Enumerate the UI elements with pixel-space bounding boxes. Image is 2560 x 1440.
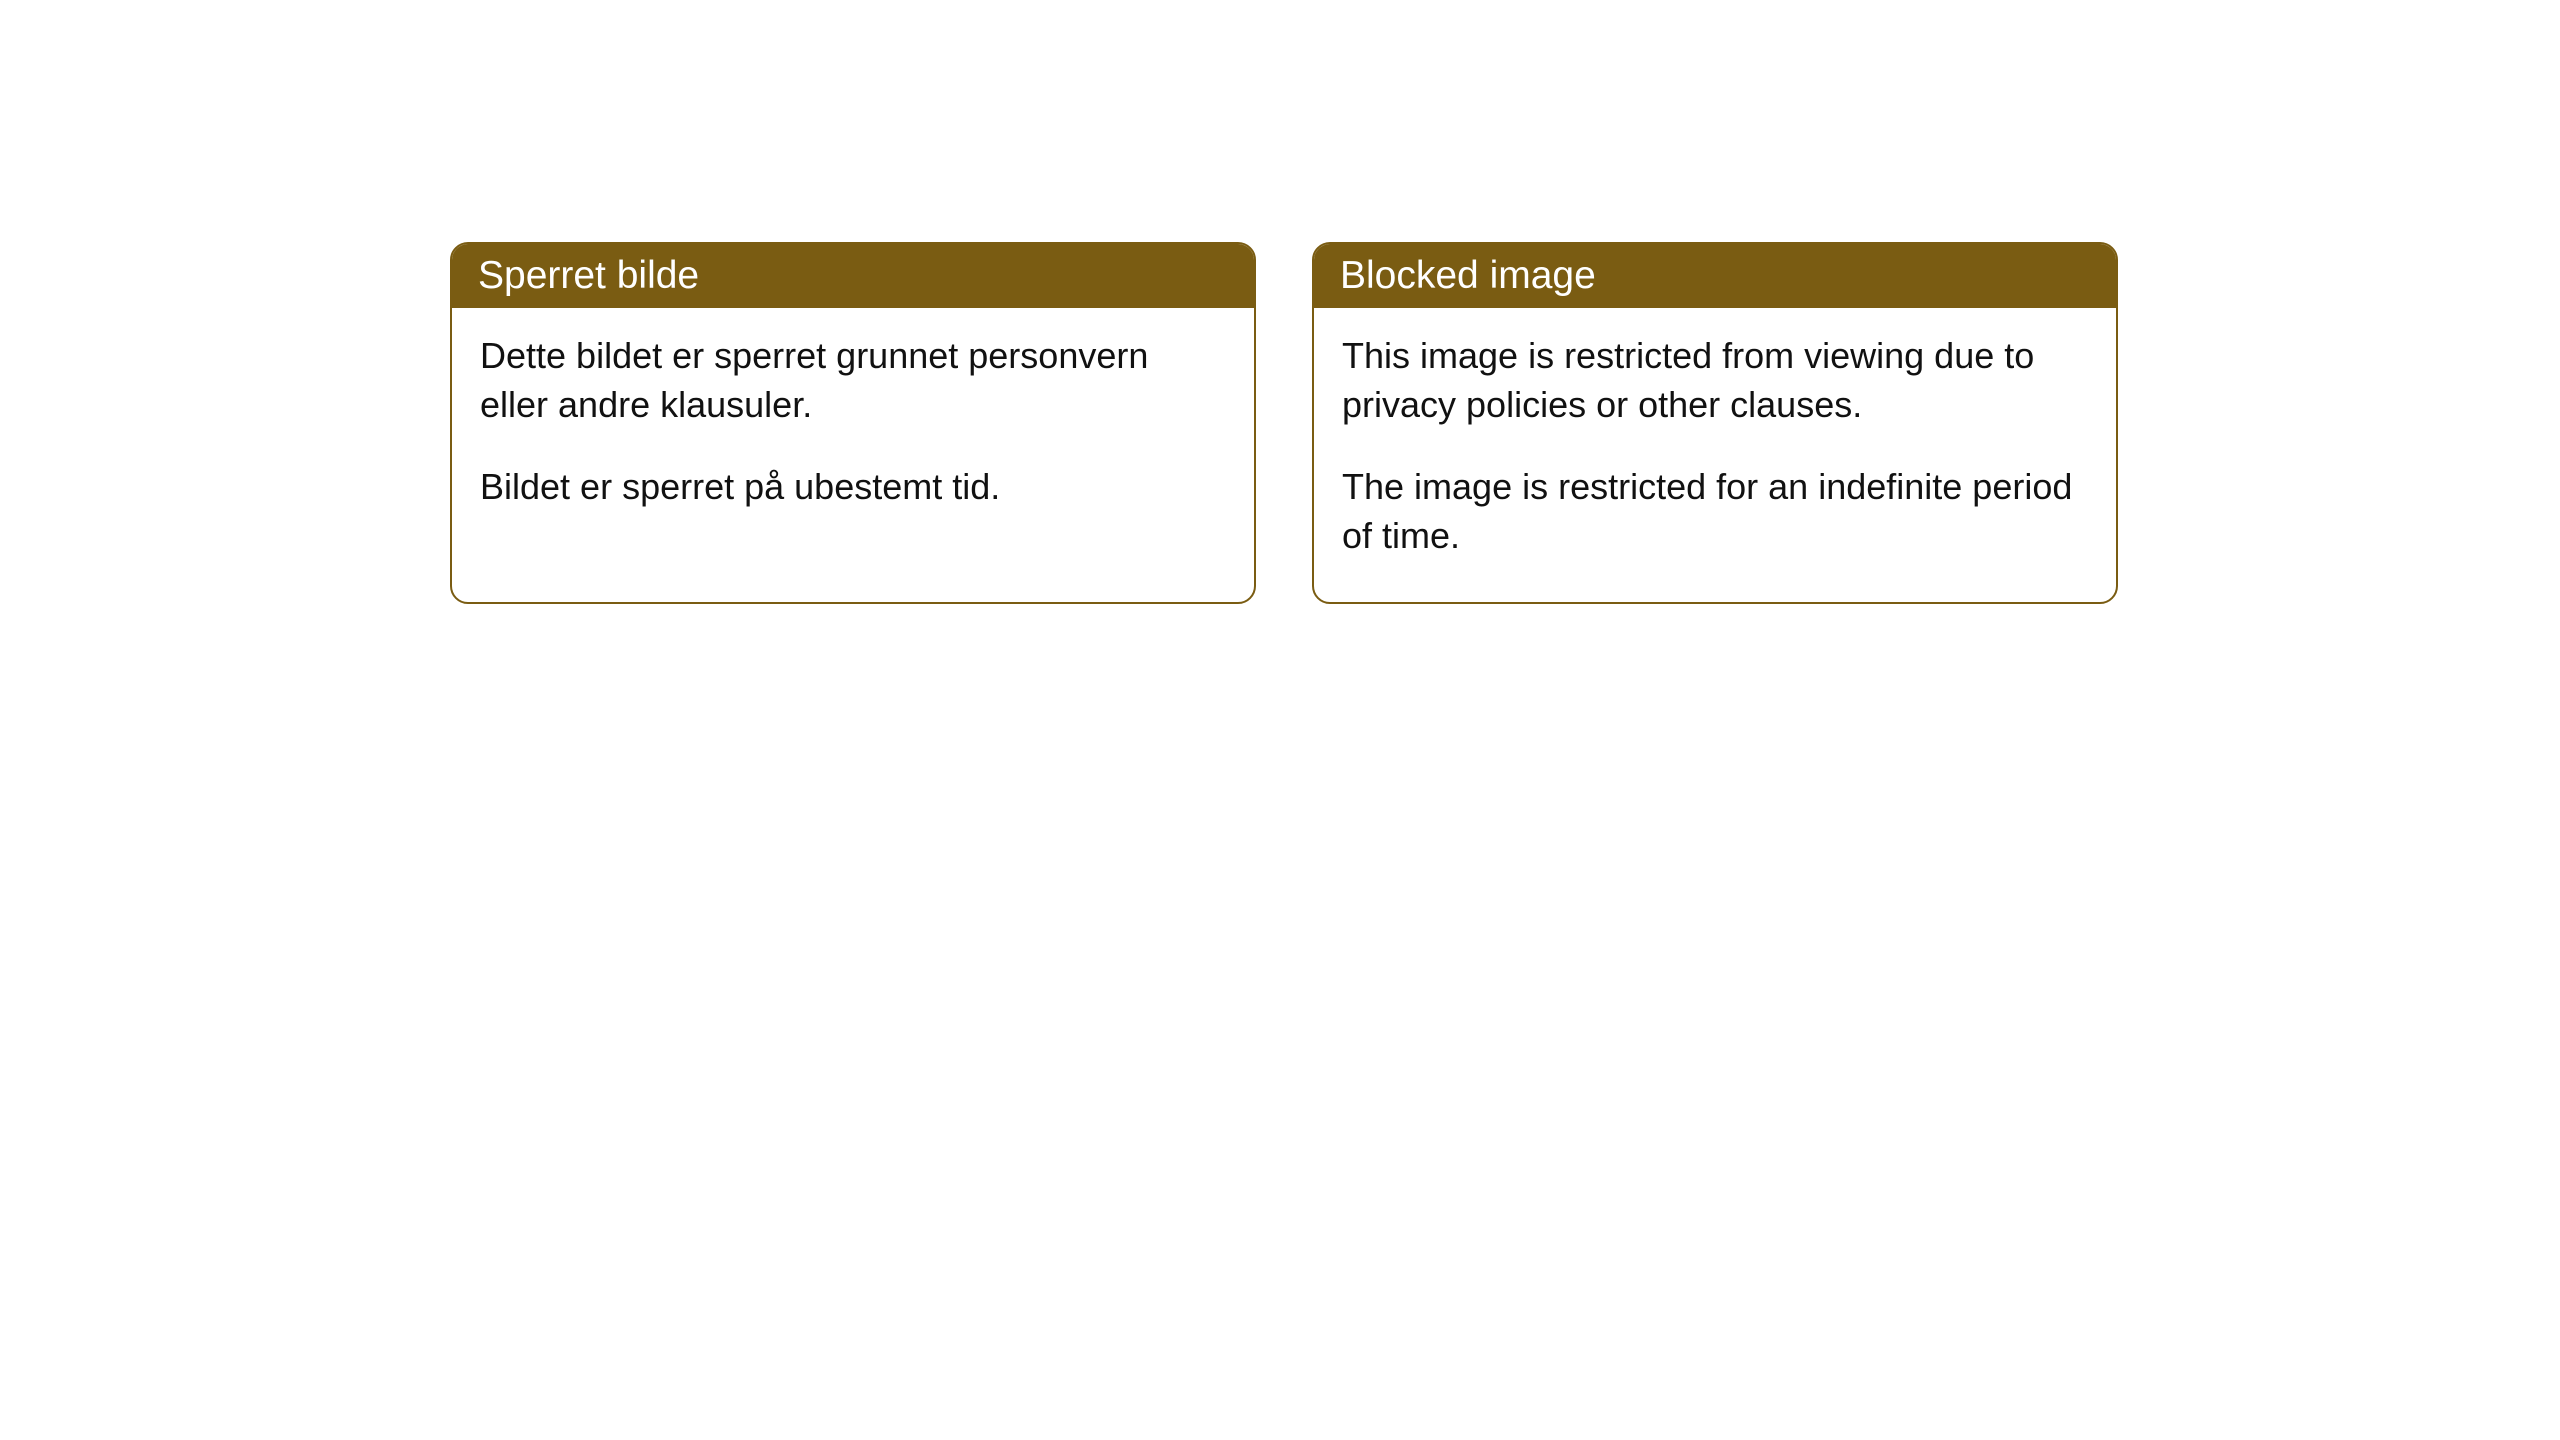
card-paragraph-1-en: This image is restricted from viewing du… [1342,332,2088,429]
card-header-en: Blocked image [1314,244,2116,308]
card-paragraph-2-en: The image is restricted for an indefinit… [1342,463,2088,560]
card-title-no: Sperret bilde [478,254,699,297]
card-body-no: Dette bildet er sperret grunnet personve… [452,308,1254,554]
card-title-en: Blocked image [1340,254,1596,297]
card-header-no: Sperret bilde [452,244,1254,308]
card-body-en: This image is restricted from viewing du… [1314,308,2116,602]
card-paragraph-1-no: Dette bildet er sperret grunnet personve… [480,332,1226,429]
blocked-image-card-no: Sperret bilde Dette bildet er sperret gr… [450,242,1256,604]
blocked-image-card-en: Blocked image This image is restricted f… [1312,242,2118,604]
notice-cards-container: Sperret bilde Dette bildet er sperret gr… [450,242,2118,604]
card-paragraph-2-no: Bildet er sperret på ubestemt tid. [480,463,1226,512]
